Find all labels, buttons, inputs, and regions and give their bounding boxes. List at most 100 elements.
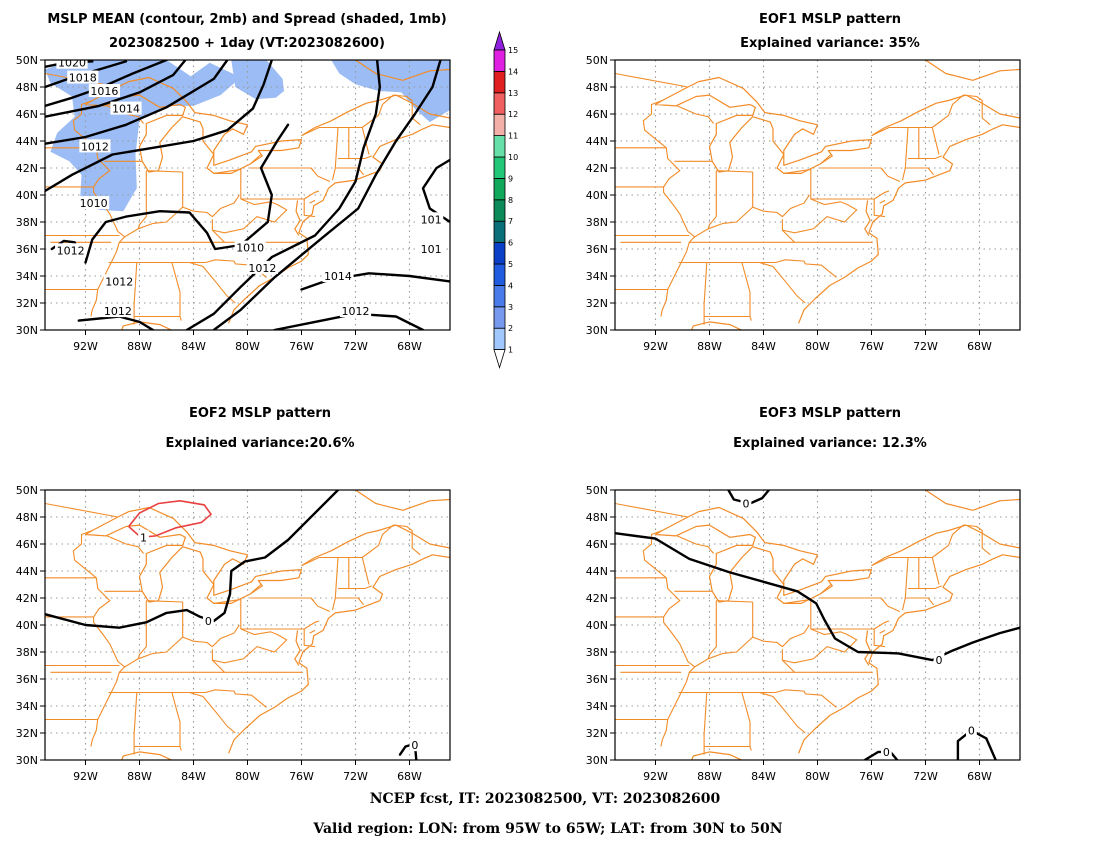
colorbar-label: 1 (508, 346, 513, 355)
contour-line (45, 60, 229, 145)
state-border (783, 168, 811, 174)
lat-tick-label: 34N (586, 700, 608, 713)
spread-shading-region (231, 60, 284, 100)
state-border (676, 535, 714, 554)
contour-label: 1012 (104, 305, 132, 318)
contour-label: 0 (936, 654, 943, 667)
state-border (134, 745, 182, 751)
lon-tick-label: 68W (397, 340, 422, 353)
state-border (873, 629, 886, 648)
lat-tick-label: 38N (586, 216, 608, 229)
lat-tick-label: 46N (16, 538, 38, 551)
state-border (904, 127, 909, 169)
lon-tick-label: 72W (343, 340, 368, 353)
panel1-subtitle: 2023082500 + 1day (VT:2023082600) (109, 36, 385, 51)
lon-tick-label: 92W (73, 770, 98, 783)
lon-tick-label: 76W (289, 770, 314, 783)
state-border (694, 636, 754, 668)
coastline (294, 200, 301, 236)
lon-tick-label: 80W (805, 770, 830, 783)
lat-tick-label: 30N (586, 324, 608, 337)
state-border (303, 620, 320, 630)
coastline (936, 94, 1020, 119)
lat-tick-label: 38N (16, 646, 38, 659)
lat-tick-label: 36N (16, 243, 38, 256)
state-border (106, 535, 144, 554)
state-border (871, 94, 991, 137)
lat-tick-label: 44N (586, 135, 608, 148)
lat-tick-label: 38N (586, 646, 608, 659)
coastline (615, 751, 764, 760)
state-border (361, 557, 370, 585)
lat-tick-label: 48N (16, 511, 38, 524)
coastline (936, 524, 1020, 549)
colorbar-swatch (493, 220, 506, 243)
lon-tick-label: 80W (235, 770, 260, 783)
contour-label: 0 (205, 615, 212, 628)
state-border (338, 585, 372, 590)
lat-tick-label: 36N (16, 673, 38, 686)
lat-tick-label: 30N (586, 754, 608, 767)
coastline (925, 60, 1020, 81)
contour-label: 101 (421, 243, 442, 256)
contour-label: 0 (411, 739, 418, 752)
state-border (873, 199, 886, 218)
contour-label: 1 (140, 531, 147, 544)
contour-label-bg (966, 723, 977, 737)
state-border (741, 262, 751, 317)
panel-eof2: 0 1 0 30N 32N 34N 36N 38N 40N 42N 44N 46N 48N 50N 92W 8… (16, 484, 451, 783)
contour-label: 1010 (236, 242, 264, 255)
state-border (310, 167, 315, 172)
coastline (294, 630, 301, 666)
state-border (678, 689, 837, 708)
state-border (309, 629, 316, 634)
lat-tick-label: 34N (16, 700, 38, 713)
lat-tick-label: 40N (586, 189, 608, 202)
contour-layer: 0 1 0 (45, 490, 421, 760)
lat-tick-label: 36N (586, 243, 608, 256)
state-border (782, 198, 858, 234)
lon-tick-label: 84W (751, 770, 776, 783)
lon-tick-label: 88W (127, 770, 152, 783)
lat-tick-label: 44N (16, 135, 38, 148)
contour-label: 101 (421, 213, 442, 226)
state-border (908, 585, 942, 590)
lat-tick-label: 40N (16, 619, 38, 632)
contour-label-bg (110, 101, 142, 115)
contour-label: 0 (742, 498, 749, 511)
lon-tick-label: 92W (643, 770, 668, 783)
lon-tick-label: 88W (127, 340, 152, 353)
state-border (331, 167, 365, 181)
lon-tick-label: 92W (643, 340, 668, 353)
positive-contour-line (128, 499, 213, 539)
contour-label-bg (55, 243, 87, 257)
colorbar-swatch (493, 306, 506, 329)
state-border (108, 689, 267, 708)
lat-tick-label: 50N (586, 484, 608, 497)
state-border (171, 692, 181, 747)
state-border (134, 315, 182, 321)
panel-eof3: 0 0 0 0 30N 32N 34N 36N 38N 40N 42N 44N 46N 48N 50N 92W… (586, 484, 1021, 783)
contour-label: 1012 (105, 275, 133, 288)
contour-label: 0 (968, 724, 975, 737)
lat-tick-label: 50N (586, 54, 608, 67)
coastline (45, 751, 194, 760)
state-border (133, 262, 138, 325)
coastline (871, 102, 937, 137)
lat-tick-label: 46N (586, 538, 608, 551)
state-border (303, 629, 316, 648)
state-border (615, 72, 689, 88)
panel4-subtitle: Explained variance: 12.3% (733, 436, 927, 451)
colorbar-label: 4 (508, 281, 513, 290)
state-border (707, 170, 717, 229)
state-border (301, 94, 421, 137)
colorbar-label: 15 (508, 46, 518, 55)
state-border (310, 597, 315, 602)
state-border (694, 206, 754, 238)
contour-label-bg (322, 269, 354, 282)
state-border (331, 597, 365, 611)
contour-label-bg (880, 744, 892, 758)
